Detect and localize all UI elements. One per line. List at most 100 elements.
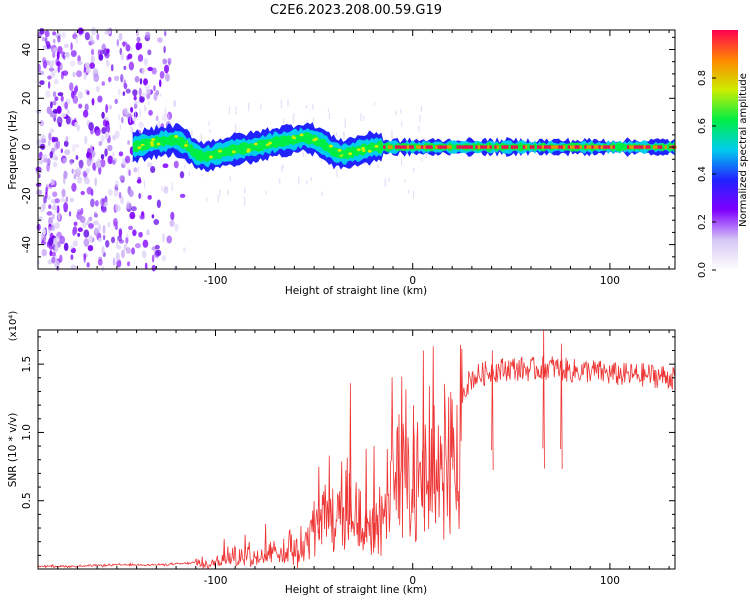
noise-cell	[229, 175, 231, 182]
noise-cell	[94, 177, 97, 187]
noise-cell	[112, 134, 116, 141]
noise-cell	[36, 189, 43, 196]
noise-cell	[44, 36, 48, 45]
ridge-core-cell	[458, 145, 462, 149]
noise-cell	[101, 265, 105, 272]
noise-cell	[107, 144, 113, 152]
noise-cell	[130, 46, 133, 52]
ridge-core-cell	[397, 145, 400, 149]
noise-cell	[52, 100, 57, 106]
noise-cell	[89, 35, 93, 42]
noise-cell	[56, 61, 61, 67]
noise-cell	[59, 235, 66, 245]
noise-cell	[106, 48, 110, 54]
noise-cell	[119, 175, 125, 181]
noise-cell	[400, 158, 403, 166]
noise-cell	[57, 64, 61, 73]
noise-cell	[130, 125, 132, 133]
noise-cell	[105, 240, 110, 248]
noise-cell	[108, 76, 112, 83]
noise-cell	[116, 39, 120, 47]
ridge-core-cell	[631, 145, 634, 149]
noise-cell	[48, 132, 52, 141]
noise-cell	[327, 108, 329, 113]
ridge-core-cell	[456, 145, 459, 149]
ridge-core-cell	[465, 145, 469, 149]
noise-cell	[66, 108, 70, 116]
noise-cell	[164, 64, 169, 74]
noise-cell	[106, 27, 112, 35]
noise-cell	[144, 104, 146, 109]
ridge-core-cell	[558, 145, 561, 149]
noise-cell	[63, 242, 69, 252]
noise-cell	[128, 189, 134, 198]
noise-cell	[157, 37, 163, 43]
ridge-hot-cell	[209, 155, 214, 159]
noise-cell	[65, 115, 71, 125]
noise-cell	[46, 163, 50, 172]
noise-cell	[76, 176, 83, 184]
ridge-core-cell	[442, 145, 445, 149]
top-y-tick-label: -40	[21, 236, 33, 253]
noise-cell	[49, 250, 53, 257]
ridge-hot-cell	[141, 145, 146, 149]
noise-cell	[133, 103, 138, 110]
noise-cell	[117, 88, 121, 96]
noise-cell	[92, 162, 96, 171]
ridge-core-cell	[525, 145, 528, 149]
noise-cell	[138, 87, 142, 97]
noise-cell	[200, 133, 202, 142]
ridge-core-cell	[468, 145, 471, 149]
ridge-core-cell	[641, 145, 644, 149]
noise-cell	[60, 197, 65, 203]
ridge-core-cell	[484, 145, 488, 149]
noise-cell	[412, 191, 415, 199]
noise-cell	[101, 81, 105, 86]
noise-cell	[155, 249, 162, 257]
heatmap-ridge	[132, 122, 677, 172]
noise-cell	[100, 134, 105, 143]
colorbar-label: Normalized spectral amplitude	[738, 73, 749, 227]
noise-cell	[47, 81, 51, 89]
noise-cell	[73, 221, 78, 226]
ridge-hot-cell	[149, 141, 154, 145]
noise-cell	[138, 192, 141, 200]
ridge-core-cell	[586, 145, 589, 149]
top-x-ticks: -100 0 100	[57, 30, 670, 287]
noise-cell	[234, 124, 237, 133]
noise-cell	[120, 52, 124, 61]
noise-cell	[99, 158, 106, 168]
noise-cell	[139, 109, 141, 118]
noise-cell	[54, 96, 59, 102]
noise-cell	[77, 60, 83, 66]
ridge-core-cell	[463, 145, 466, 149]
ridge-core-cell	[449, 145, 452, 149]
top-x-tick-label: 100	[600, 275, 620, 287]
noise-cell	[41, 248, 47, 257]
noise-cell	[76, 124, 80, 132]
ridge-hot-cell	[137, 146, 142, 150]
ridge-hot-cell	[231, 150, 236, 154]
noise-cell	[137, 166, 140, 174]
ridge-hot-cell	[314, 137, 319, 141]
ridge-core-cell	[447, 145, 450, 149]
ridge-core-cell	[612, 145, 615, 149]
noise-cell	[93, 73, 100, 83]
noise-cell	[312, 104, 314, 110]
noise-cell	[151, 254, 155, 263]
noise-cell	[122, 91, 126, 96]
colorbar: 0.0 0.2 0.4 0.6 0.8 Normalized spectral ampl…	[697, 30, 749, 278]
noise-cell	[110, 64, 114, 72]
noise-cell	[38, 159, 44, 165]
noise-cell	[77, 27, 84, 35]
noise-cell	[377, 165, 379, 169]
top-y-tick-label: 0	[21, 144, 33, 151]
noise-cell	[100, 154, 105, 160]
noise-cell	[208, 121, 210, 126]
noise-cell	[161, 185, 163, 192]
ridge-hot-cell	[183, 139, 188, 143]
spectrogram-panel: -100 0 100 -40 -20 0 20 40 Height of straight …	[7, 26, 677, 297]
noise-cell	[136, 179, 142, 184]
noise-cell	[60, 148, 64, 154]
ridge-core-cell	[648, 145, 651, 149]
